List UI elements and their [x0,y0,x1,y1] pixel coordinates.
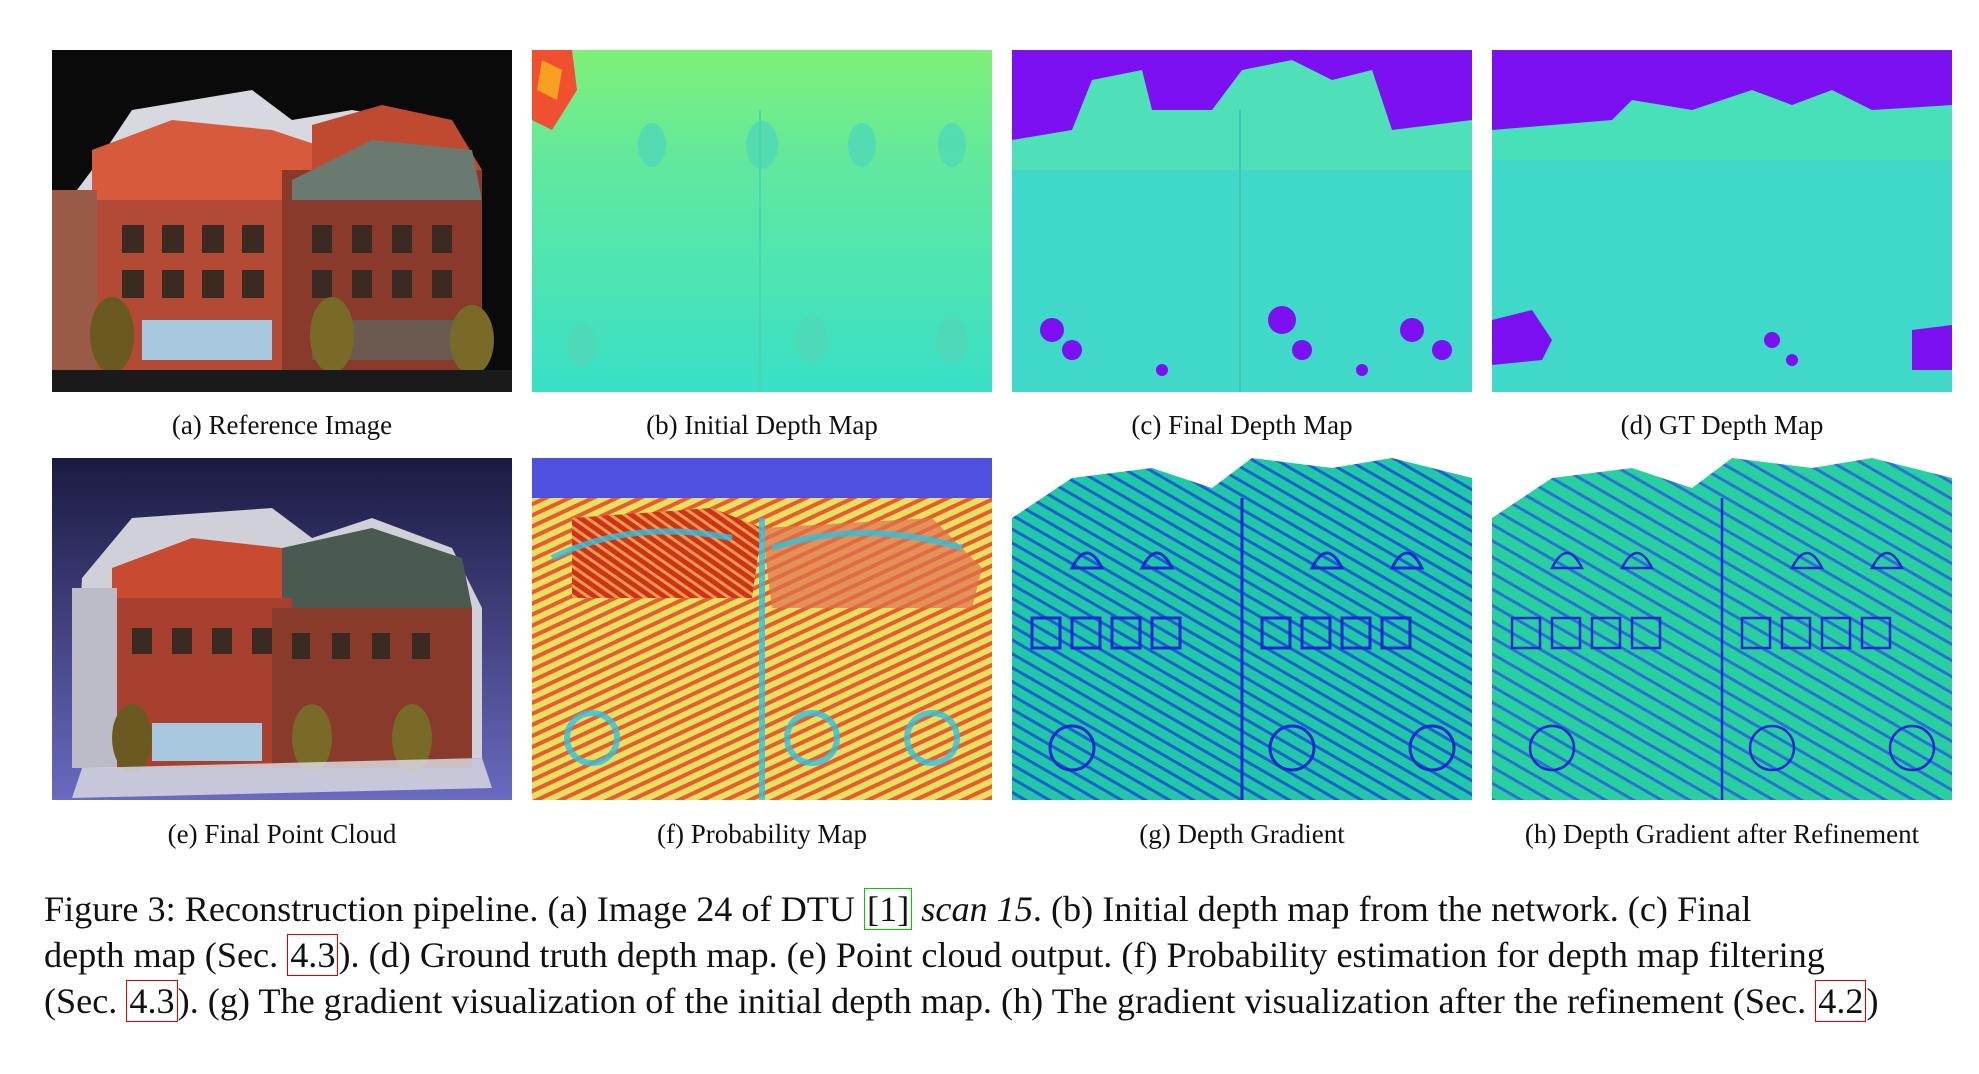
section-ref-link[interactable]: 4.3 [287,934,339,976]
caption-line-1: Figure 3: Reconstruction pipeline. (a) I… [44,886,1960,932]
caption-line-3: (Sec. 4.3). (g) The gradient visualizati… [44,978,1960,1024]
panel-depth-gradient [1012,458,1472,800]
depth-map-icon [1492,50,1952,392]
caption-line-2: depth map (Sec. 4.3). (d) Ground truth d… [44,932,1960,978]
caption-c: (c) Final Depth Map [1131,410,1353,440]
depth-map-icon [532,50,992,392]
gradient-map-icon [1012,458,1472,800]
caption-e: (e) Final Point Cloud [167,819,397,849]
figure-caption: Figure 3: Reconstruction pipeline. (a) I… [44,886,1960,1024]
panel-depth-gradient-after-refinement [1492,458,1952,800]
caption-text: (Sec. [44,981,127,1021]
probability-heatmap-icon [532,458,992,800]
gradient-map-icon [1492,458,1952,800]
panel-initial-depth-map [532,50,992,392]
caption-emphasis: scan 15 [921,889,1033,929]
building-photo-icon [52,50,512,392]
point-cloud-icon [52,458,512,800]
citation-link[interactable]: [1] [864,888,913,930]
caption-b: (b) Initial Depth Map [646,410,878,440]
caption-text: ). (g) The gradient visualization of the… [177,981,1816,1021]
caption-text: depth map (Sec. [44,935,288,975]
caption-text: ) [1866,981,1879,1021]
caption-text: . (b) Initial depth map from the network… [1032,889,1752,929]
panel-gt-depth-map [1492,50,1952,392]
depth-map-icon [1012,50,1472,392]
caption-text: Figure 3: Reconstruction pipeline. (a) I… [44,889,865,929]
panel-probability-map [532,458,992,800]
caption-text: ). (d) Ground truth depth map. (e) Point… [338,935,1825,975]
caption-a: (a) Reference Image [171,410,393,440]
caption-text [912,889,921,929]
section-ref-link[interactable]: 4.3 [126,980,178,1022]
panel-reference-image [52,50,512,392]
caption-h: (h) Depth Gradient after Refinement [1524,819,1920,849]
panel-final-point-cloud [52,458,512,800]
caption-f: (f) Probability Map [657,819,867,849]
caption-d: (d) GT Depth Map [1620,410,1824,440]
caption-g: (g) Depth Gradient [1139,819,1345,849]
panel-final-depth-map [1012,50,1472,392]
section-ref-link[interactable]: 4.2 [1815,980,1867,1022]
